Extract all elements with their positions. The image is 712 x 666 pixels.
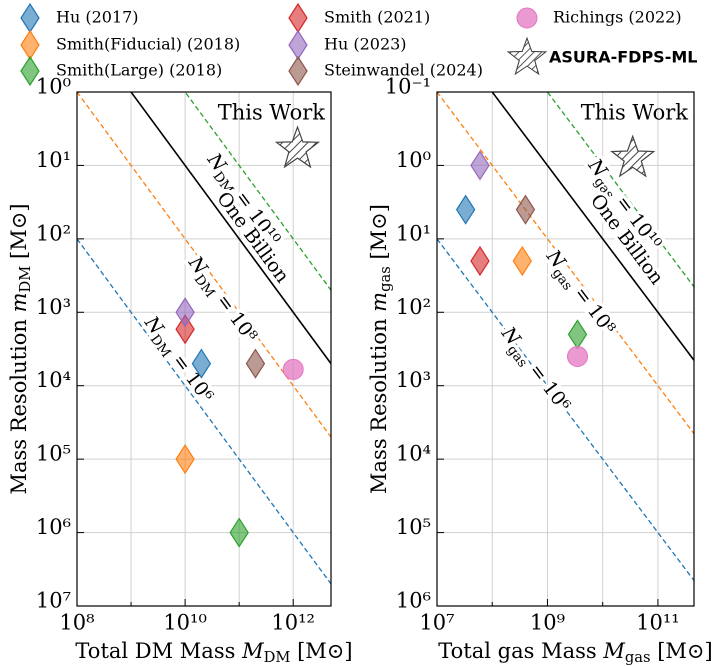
text-part: m bbox=[7, 292, 31, 312]
text-part: m bbox=[367, 292, 391, 312]
marker-diamond bbox=[470, 150, 490, 181]
marker-diamond bbox=[288, 55, 308, 87]
y-tick-label: 10³ bbox=[36, 295, 71, 319]
y-tick-label: 10⁶ bbox=[36, 515, 71, 539]
text-part: DM bbox=[17, 266, 34, 293]
legend-label: Richings (2022) bbox=[553, 8, 682, 27]
marker-diamond bbox=[470, 245, 490, 277]
text-part: Mass Resolution bbox=[7, 312, 31, 494]
line-label: NDM = 10⁸ bbox=[181, 252, 262, 349]
y-tick-label: 10⁰ bbox=[36, 75, 71, 99]
plot-frame bbox=[436, 91, 695, 607]
marker-star bbox=[610, 134, 656, 178]
y-tick-label: 10⁵ bbox=[396, 515, 431, 539]
y-tick-label: 10⁻¹ bbox=[385, 75, 431, 99]
x-axis-label: Total gas Mass Mgas [M⊙] bbox=[438, 639, 712, 666]
text-part: Mass Resolution bbox=[367, 312, 391, 494]
x-axis-label: Total DM Mass MDM [M⊙] bbox=[75, 639, 352, 666]
text-part: gas bbox=[625, 649, 651, 666]
legend-label: Hu (2023) bbox=[324, 35, 407, 54]
marker-diamond bbox=[175, 297, 195, 328]
y-tick-label: 10⁰ bbox=[396, 148, 431, 172]
marker-diamond bbox=[20, 29, 40, 61]
legend-label: Steinwandel (2024) bbox=[324, 61, 483, 80]
marker-star bbox=[274, 125, 321, 169]
marker-circle bbox=[516, 7, 538, 29]
text-part: [M⊙] bbox=[651, 639, 712, 663]
y-axis-label: Mass Resolution mDM [M⊙] bbox=[7, 203, 35, 494]
text-part: Total DM Mass bbox=[75, 639, 242, 663]
marker-circle bbox=[282, 358, 304, 380]
text-part: [M⊙] bbox=[7, 203, 31, 265]
text-part: = 10⁸ bbox=[208, 285, 261, 347]
legend-label: Smith(Fiducial) (2018) bbox=[56, 35, 240, 54]
marker-diamond bbox=[245, 348, 266, 379]
y-tick-label: 10² bbox=[36, 221, 71, 245]
x-tick-label: 10¹¹ bbox=[636, 611, 680, 635]
text-part: M bbox=[241, 639, 264, 663]
reference-lines bbox=[437, 92, 694, 581]
y-axis-label: Mass Resolution mgas [M⊙] bbox=[367, 204, 395, 494]
legend-label: Smith(Large) (2018) bbox=[56, 61, 222, 80]
text-part: gas bbox=[377, 266, 394, 292]
x-tick-label: 10¹² bbox=[271, 611, 315, 635]
marker-star bbox=[506, 36, 548, 76]
legend: Hu (2017) Smith(Fiducial) (2018) Smith(Lar… bbox=[20, 2, 697, 87]
marker-diamond bbox=[175, 444, 195, 475]
x-tick-label: 10⁸ bbox=[59, 611, 94, 635]
y-tick-label: 10⁴ bbox=[396, 442, 431, 466]
reference-line bbox=[491, 92, 694, 361]
y-tick-label: 10¹ bbox=[396, 221, 431, 245]
marker-diamond bbox=[191, 348, 212, 379]
y-tick-label: 10² bbox=[396, 295, 431, 319]
annotation: This Work bbox=[218, 101, 326, 125]
text-part: M bbox=[602, 639, 625, 663]
x-tick-label: 10¹⁰ bbox=[163, 611, 207, 635]
reference-line bbox=[130, 92, 331, 365]
y-tick-label: 10⁶ bbox=[396, 589, 431, 613]
marker-diamond bbox=[515, 194, 536, 225]
y-tick-label: 10¹ bbox=[36, 148, 71, 172]
plot-frame bbox=[76, 91, 332, 607]
y-tick-label: 10⁵ bbox=[36, 442, 71, 466]
annotation: This Work bbox=[581, 101, 689, 125]
line-label: Ngas = 10⁶ bbox=[494, 322, 575, 418]
marker-diamond bbox=[229, 517, 249, 548]
legend-label: Hu (2017) bbox=[56, 8, 139, 27]
text-part: DM bbox=[264, 649, 291, 666]
text-part: [M⊙] bbox=[290, 639, 352, 663]
reference-line bbox=[437, 238, 694, 581]
reference-lines bbox=[77, 92, 331, 585]
marker-diamond bbox=[20, 55, 40, 87]
text-part: [M⊙] bbox=[367, 204, 391, 266]
text-part: Total gas Mass bbox=[438, 639, 603, 663]
marker-diamond bbox=[512, 245, 532, 277]
y-tick-label: 10³ bbox=[396, 368, 431, 392]
marker-circle bbox=[567, 345, 589, 367]
y-tick-label: 10⁴ bbox=[36, 368, 71, 392]
marker-diamond bbox=[288, 29, 308, 61]
marker-diamond bbox=[20, 2, 40, 34]
text-part: = 10⁶ bbox=[164, 345, 217, 407]
marker-diamond bbox=[175, 314, 195, 345]
reference-line bbox=[437, 92, 694, 435]
x-tick-label: 10⁷ bbox=[419, 611, 454, 635]
marker-diamond bbox=[455, 194, 476, 225]
legend-label: ASURA-FDPS-ML bbox=[549, 48, 697, 67]
marker-diamond bbox=[567, 319, 588, 350]
x-tick-label: 10⁹ bbox=[530, 611, 565, 635]
reference-line bbox=[546, 92, 694, 288]
y-tick-label: 10⁷ bbox=[36, 589, 71, 613]
marker-diamond bbox=[288, 2, 308, 34]
legend-label: Smith (2021) bbox=[324, 8, 430, 27]
